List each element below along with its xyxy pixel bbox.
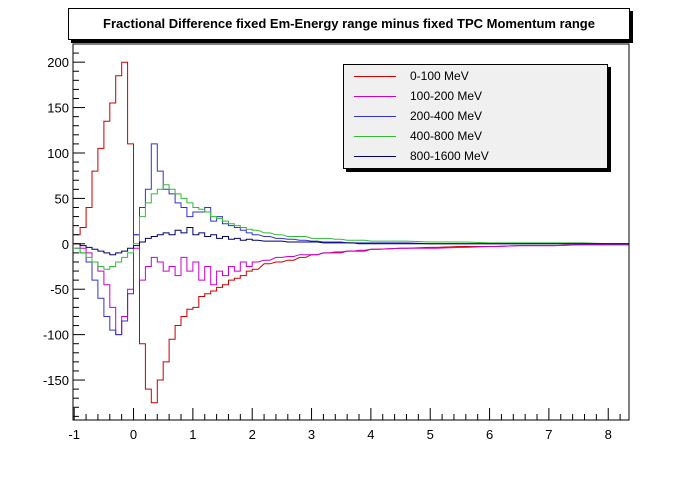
x-tick-label: 1: [189, 427, 196, 442]
legend-entry-200-400: 200-400 MeV: [344, 107, 607, 127]
y-tick-label: 50: [55, 191, 69, 206]
x-tick-label: 6: [486, 427, 493, 442]
y-tick-label: 100: [47, 146, 69, 161]
legend-entry-0-100: 0-100 MeV: [344, 67, 607, 87]
legend-swatch: [354, 156, 396, 157]
series-line-1: [74, 243, 629, 336]
y-tick-label: 150: [47, 101, 69, 116]
legend-swatch: [354, 76, 396, 77]
x-tick-label: 5: [427, 427, 434, 442]
y-tick-label: 200: [47, 55, 69, 70]
x-axis: -1 0 1 2 3 4 5 6 7 8: [68, 408, 621, 442]
legend-label: 100-200 MeV: [410, 89, 483, 103]
series-line-3: [74, 184, 629, 270]
legend-label: 0-100 MeV: [410, 69, 469, 83]
chart-legend: 0-100 MeV 100-200 MeV 200-400 MeV 400-80…: [343, 64, 608, 169]
x-tick-label: 4: [367, 427, 374, 442]
plot-frame: [72, 43, 630, 421]
x-tick-label: 7: [545, 427, 552, 442]
legend-entry-400-800: 400-800 MeV: [344, 127, 607, 147]
series-line-2: [74, 143, 629, 336]
legend-swatch: [354, 96, 396, 97]
chart-title-box: Fractional Difference fixed Em-Energy ra…: [68, 8, 630, 40]
legend-swatch: [354, 136, 396, 137]
legend-label: 200-400 MeV: [410, 109, 483, 123]
x-tick-label: 0: [130, 427, 137, 442]
legend-label: 400-800 MeV: [410, 129, 483, 143]
y-tick-label: -100: [43, 328, 69, 343]
chart-title: Fractional Difference fixed Em-Energy ra…: [103, 16, 595, 31]
x-tick-label: 2: [249, 427, 256, 442]
y-tick-label: -50: [50, 282, 69, 297]
y-tick-label: -150: [43, 373, 69, 388]
legend-swatch: [354, 116, 396, 117]
y-tick-label: 0: [62, 237, 69, 252]
x-tick-label: 8: [605, 427, 612, 442]
series-layer: [74, 61, 629, 404]
legend-entry-100-200: 100-200 MeV: [344, 87, 607, 107]
legend-entry-800-1600: 800-1600 MeV: [344, 147, 607, 167]
x-tick-label: 3: [308, 427, 315, 442]
x-tick-label: -1: [68, 427, 80, 442]
y-axis: -150 -100 -50 0 50 100 150 200: [43, 52, 85, 417]
series-line-4: [74, 227, 629, 256]
legend-label: 800-1600 MeV: [410, 149, 489, 163]
